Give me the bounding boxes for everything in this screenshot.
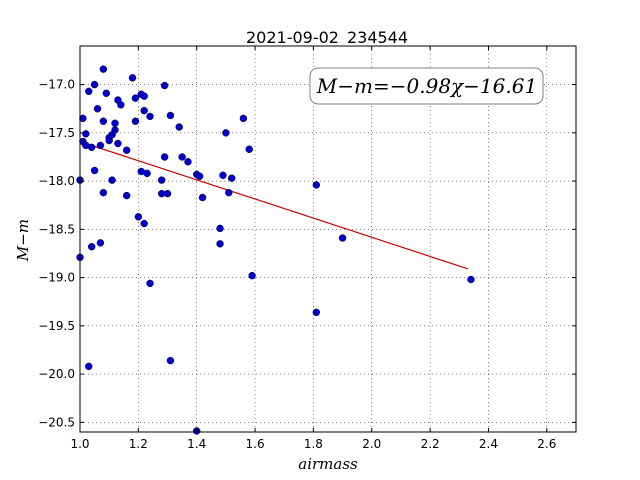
data-point	[312, 181, 321, 189]
data-point	[99, 188, 108, 197]
data-point	[178, 153, 186, 161]
y-tick-labels: −17.0 −17.5 −18.0 −18.5 −19.0 −19.5 −20.0 −20.5	[38, 78, 75, 430]
data-point	[111, 126, 119, 134]
data-point	[338, 234, 347, 242]
data-point	[216, 240, 224, 248]
data-points	[76, 65, 475, 435]
data-point	[122, 191, 131, 200]
y-tick-label: −20.5	[38, 415, 75, 429]
data-point	[143, 169, 151, 178]
data-point	[140, 106, 148, 115]
data-point	[198, 193, 207, 202]
x-tick-label: 2.0	[362, 437, 381, 451]
y-tick-label: −19.5	[38, 319, 75, 333]
x-tick-label: 2.6	[537, 437, 556, 451]
x-tick-label: 2.4	[479, 437, 498, 451]
plot-background	[80, 46, 576, 432]
fit-line	[88, 143, 469, 270]
data-point	[146, 112, 154, 121]
data-point	[134, 213, 143, 221]
x-tick-label: 1.8	[304, 437, 323, 451]
x-tick-label: 1.4	[187, 437, 206, 451]
data-point	[90, 166, 99, 175]
fit-equation: M−m=−0.98χ−16.61	[316, 74, 537, 98]
data-point	[93, 105, 102, 113]
data-point	[79, 114, 87, 123]
data-point	[175, 123, 183, 131]
fit-equation-box: M−m=−0.98χ−16.61	[309, 67, 544, 105]
data-point	[131, 117, 140, 125]
data-point	[131, 94, 140, 102]
data-point	[111, 119, 119, 127]
data-point	[160, 81, 169, 90]
data-point	[102, 89, 110, 97]
fit-equation-frame	[309, 67, 544, 105]
data-point	[140, 219, 148, 228]
y-tick-label: −17.5	[38, 126, 75, 140]
data-point	[195, 172, 204, 180]
y-tick-label: −17.0	[38, 78, 75, 92]
data-point	[99, 117, 108, 125]
data-point	[96, 141, 105, 150]
data-point	[245, 145, 253, 153]
plot-frame	[79, 45, 577, 433]
data-point	[105, 136, 113, 145]
x-tick-labels: 1.0 1.2 1.4 1.6 1.8 2.0 2.2 2.4 2.6	[70, 437, 556, 451]
data-point	[228, 174, 236, 182]
data-point	[184, 158, 192, 166]
y-axis-label: M−m	[14, 219, 32, 262]
data-point	[225, 188, 233, 197]
y-tick-label: −20.0	[38, 367, 75, 381]
x-tick-label: 2.2	[421, 437, 440, 451]
data-point	[160, 153, 169, 161]
data-point	[467, 275, 475, 284]
data-point	[163, 189, 172, 198]
data-point	[96, 239, 105, 247]
data-point	[90, 80, 99, 89]
data-point	[248, 271, 256, 280]
data-point	[128, 74, 137, 82]
x-tick-label: 1.2	[129, 437, 148, 451]
y-tick-label: −18.0	[38, 174, 75, 188]
y-tick-label: −19.0	[38, 271, 75, 285]
x-axis-label: airmass	[298, 455, 358, 473]
fit-line-group	[88, 143, 469, 270]
chart-title: 2021-09-02_234544	[246, 28, 408, 48]
data-point	[222, 129, 230, 137]
data-point	[216, 224, 224, 233]
data-point	[82, 130, 90, 138]
y-tick-label: −18.5	[38, 222, 75, 236]
data-point	[114, 139, 122, 148]
data-point	[157, 176, 166, 184]
data-point	[87, 143, 96, 152]
data-point	[219, 171, 227, 180]
data-point	[122, 146, 131, 154]
axis-ticks	[79, 46, 576, 432]
data-point	[99, 65, 108, 73]
x-tick-label: 1.6	[246, 437, 265, 451]
data-point	[85, 87, 93, 96]
x-tick-label: 1.0	[70, 437, 89, 451]
data-point	[166, 111, 175, 120]
data-point	[87, 243, 96, 251]
plot-area	[76, 45, 577, 435]
data-point	[117, 101, 125, 109]
data-point	[239, 114, 248, 123]
data-point	[312, 308, 321, 317]
data-point	[140, 92, 148, 100]
data-point	[166, 356, 175, 365]
data-point	[146, 279, 154, 288]
data-point	[85, 362, 93, 371]
data-point	[108, 176, 116, 184]
